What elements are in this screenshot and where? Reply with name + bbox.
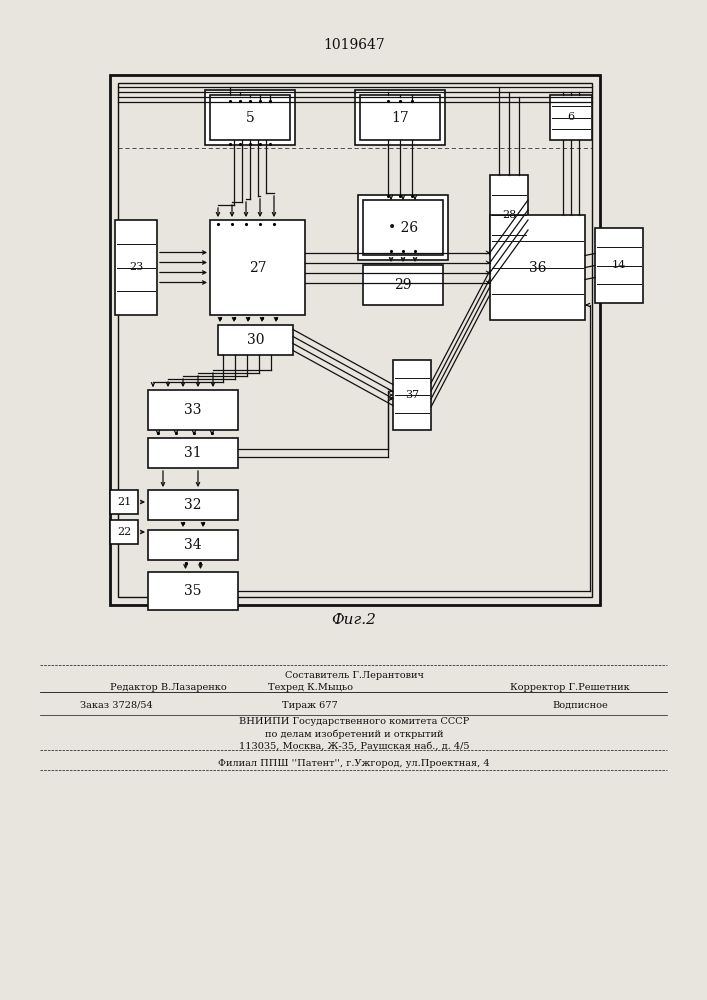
Bar: [595, 228, 643, 303]
Text: Филиал ППШ ''Патент'', г.Ужгород, ул.Проектная, 4: Филиал ППШ ''Патент'', г.Ужгород, ул.Про…: [218, 758, 490, 768]
Bar: [148, 530, 238, 560]
Text: Составитель Г.Лерантович: Составитель Г.Лерантович: [284, 670, 423, 680]
Text: Техред К.Мыцьо: Техред К.Мыцьо: [267, 684, 353, 692]
Text: Корректор Г.Решетник: Корректор Г.Решетник: [510, 684, 630, 692]
Text: Заказ 3728/54: Заказ 3728/54: [80, 700, 153, 710]
Text: 32: 32: [185, 498, 201, 512]
Bar: [110, 75, 600, 605]
Text: по делам изобретений и открытий: по делам изобретений и открытий: [264, 729, 443, 739]
Text: 31: 31: [185, 446, 201, 460]
Text: 35: 35: [185, 584, 201, 598]
Text: 34: 34: [185, 538, 201, 552]
Text: 5: 5: [245, 110, 255, 124]
Text: 113035, Москва, Ж-35, Раушская наб., д. 4/5: 113035, Москва, Ж-35, Раушская наб., д. …: [239, 741, 469, 751]
Text: 36: 36: [529, 260, 547, 274]
Bar: [148, 490, 238, 520]
Bar: [218, 325, 293, 355]
Text: Редактор В.Лазаренко: Редактор В.Лазаренко: [110, 684, 227, 692]
Text: 17: 17: [391, 110, 409, 124]
Bar: [490, 215, 585, 320]
Text: ВНИИПИ Государственного комитета СССР: ВНИИПИ Государственного комитета СССР: [239, 718, 469, 726]
Bar: [210, 220, 305, 315]
Text: 27: 27: [249, 260, 267, 274]
Text: 28: 28: [502, 210, 516, 220]
Text: 1019647: 1019647: [323, 38, 385, 52]
Bar: [355, 90, 445, 145]
Text: 21: 21: [117, 497, 131, 507]
Bar: [490, 175, 528, 255]
Text: 23: 23: [129, 262, 143, 272]
Bar: [115, 220, 157, 315]
Bar: [148, 390, 238, 430]
Text: • 26: • 26: [388, 221, 418, 234]
Bar: [363, 265, 443, 305]
Bar: [118, 83, 592, 597]
Text: 37: 37: [405, 390, 419, 400]
Bar: [210, 95, 290, 140]
Text: 29: 29: [395, 278, 411, 292]
Bar: [363, 200, 443, 255]
Bar: [205, 90, 295, 145]
Text: 33: 33: [185, 403, 201, 417]
Bar: [393, 360, 431, 430]
Bar: [148, 572, 238, 610]
Text: Фиг.2: Фиг.2: [332, 613, 376, 627]
Bar: [110, 490, 138, 514]
Text: Тираж 677: Тираж 677: [282, 700, 338, 710]
Bar: [358, 195, 448, 260]
Text: 14: 14: [612, 260, 626, 270]
Bar: [360, 95, 440, 140]
Text: 6: 6: [568, 112, 575, 122]
Text: Водписное: Водписное: [552, 700, 608, 710]
Text: 22: 22: [117, 527, 131, 537]
Bar: [550, 95, 592, 140]
Bar: [110, 520, 138, 544]
Bar: [148, 438, 238, 468]
Text: 30: 30: [247, 333, 264, 347]
